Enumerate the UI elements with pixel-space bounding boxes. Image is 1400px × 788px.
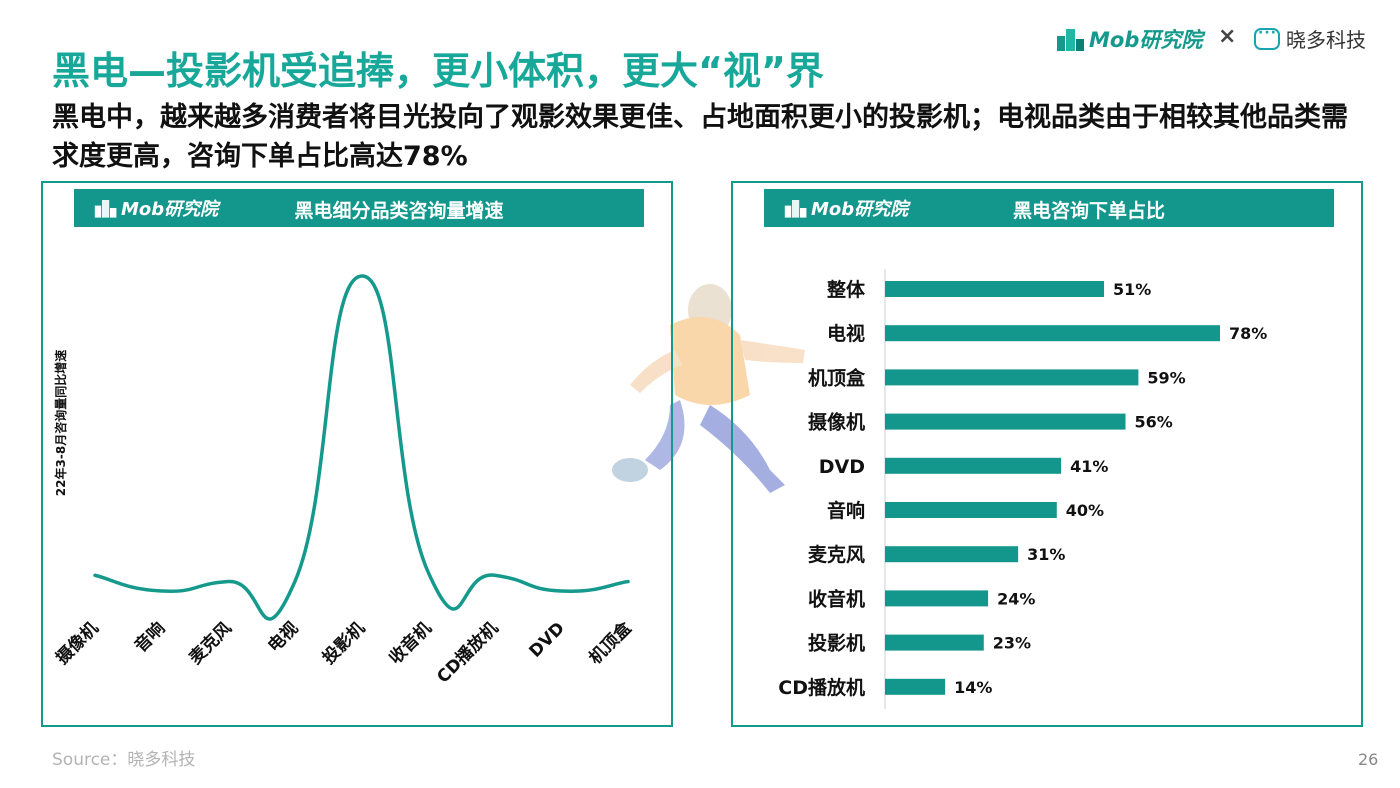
bar-value-label: 14% — [954, 678, 992, 697]
bar-value-label: 78% — [1229, 324, 1267, 343]
x-tick-label: 摄像机 — [52, 618, 103, 669]
category-label: 电视 — [827, 322, 865, 345]
partner-brand-label: 晓多科技 — [1286, 28, 1366, 52]
panel-logo: Mob研究院 — [94, 195, 218, 221]
bar-value-label: 24% — [997, 589, 1035, 608]
source-note: Source：晓多科技 — [52, 750, 196, 770]
mob-brand-label: Mob研究院 — [1089, 28, 1203, 52]
bar — [885, 502, 1057, 518]
bar — [885, 678, 946, 695]
y-axis-label: 22年3-8月咨询量同比增速 — [53, 350, 68, 496]
x-tick-label: CD播放机 — [433, 618, 503, 688]
x-tick-label: 机顶盒 — [585, 617, 637, 669]
bar-value-label: 41% — [1070, 457, 1108, 476]
x-tick-label: 音响 — [130, 618, 169, 657]
bar — [885, 457, 1062, 474]
x-tick-label: 电视 — [264, 618, 303, 657]
bar-value-label: 23% — [993, 634, 1031, 653]
panel-logo-label: Mob研究院 — [811, 199, 909, 220]
chat-bubble-icon — [1254, 25, 1280, 50]
order-ratio-header: Mob研究院 黑电咨询下单占比 — [764, 189, 1334, 227]
category-label: CD播放机 — [778, 676, 865, 699]
bar — [885, 325, 1220, 342]
category-label: 音响 — [827, 499, 865, 522]
category-label: 摄像机 — [808, 411, 865, 434]
bar — [885, 413, 1126, 430]
building-icon — [784, 200, 807, 218]
growth-chart-title: 黑电细分品类咨询量增速 — [294, 200, 504, 222]
running-person-illustration — [612, 284, 805, 493]
bar-value-label: 40% — [1066, 501, 1104, 520]
category-label: 机顶盒 — [808, 366, 866, 389]
bar-value-label: 31% — [1027, 545, 1065, 564]
category-label: 收音机 — [808, 587, 865, 610]
page-title: 黑电—投影机受追捧，更小体积，更大“视”界 — [52, 49, 824, 93]
page-number: 26 — [1358, 750, 1379, 769]
bar — [885, 281, 1105, 297]
building-icon — [1057, 29, 1084, 51]
bar — [885, 590, 989, 607]
growth-chart-panel: Mob研究院 黑电细分品类咨询量增速 22年3-8月咨询量同比增速摄像机 音响 麦克… — [41, 181, 673, 727]
bar-value-label: 59% — [1147, 368, 1185, 387]
bar — [885, 369, 1139, 386]
order-ratio-title: 黑电咨询下单占比 — [1012, 200, 1165, 222]
category-label: DVD — [819, 456, 865, 478]
brand-separator: × — [1218, 24, 1237, 49]
panel-logo-label: Mob研究院 — [121, 199, 219, 220]
growth-series-line — [93, 274, 630, 621]
bar — [885, 634, 984, 651]
category-label: 整体 — [827, 278, 866, 301]
building-icon — [94, 200, 117, 218]
category-label: 投影机 — [808, 632, 865, 655]
category-label: 麦克风 — [808, 543, 865, 566]
x-tick-label: 麦克风 — [185, 618, 236, 669]
bar — [885, 546, 1019, 563]
order-ratio-bar-chart: 整体 51% 电视 78% 机顶盒 59% 摄像机 56% DVD 41% 音响 40% 麦克风 31% 收… — [778, 269, 1267, 709]
partner-brand: 晓多科技 — [1254, 24, 1366, 53]
x-tick-label: 投影机 — [318, 618, 369, 669]
order-ratio-panel: Mob研究院 黑电咨询下单占比 整体 51% 电视 78% 机顶盒 59% 摄像机 56% DV… — [731, 181, 1363, 727]
x-tick-label: DVD — [526, 618, 569, 661]
growth-chart-header: Mob研究院 黑电细分品类咨询量增速 — [74, 189, 644, 227]
bar-value-label: 51% — [1113, 280, 1151, 299]
page-subtitle: 黑电中，越来越多消费者将目光投向了观影效果更佳、占地面积更小的投影机；电视品类由… — [52, 102, 1348, 172]
mob-brand: Mob研究院 — [1056, 24, 1202, 54]
x-tick-label: 收音机 — [385, 618, 436, 669]
mob-logo-icon: Mob研究院 — [1056, 24, 1202, 54]
panel-logo: Mob研究院 — [784, 195, 908, 221]
bar-value-label: 56% — [1135, 413, 1173, 432]
